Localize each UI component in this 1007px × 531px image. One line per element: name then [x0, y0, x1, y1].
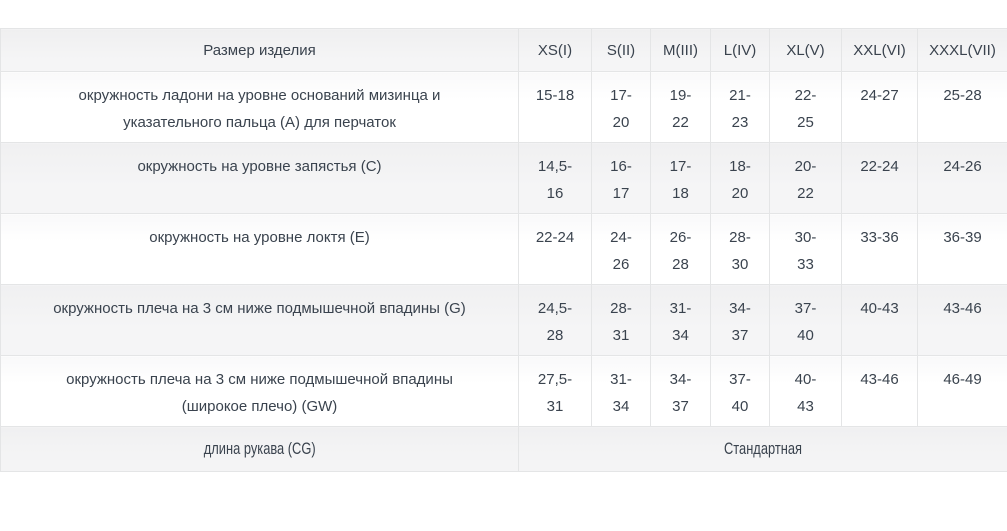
size-value-cell: 21- 23 — [711, 72, 770, 143]
size-value-cell: 31- 34 — [592, 356, 651, 427]
sleeve-length-value-cell: Стандартная — [519, 427, 1007, 472]
size-value-cell: 22-24 — [519, 214, 592, 285]
sleeve-length-label: длина рукава (CG) — [204, 440, 316, 459]
size-column-header-l: L(IV) — [711, 29, 770, 72]
size-value-cell: 15-18 — [519, 72, 592, 143]
table-row-shoulder-wide: окружность плеча на 3 см ниже подмышечно… — [1, 356, 1007, 427]
measurement-label: окружность на уровне локтя (E) — [1, 214, 519, 285]
table-row-elbow: окружность на уровне локтя (E) 22-24 24-… — [1, 214, 1007, 285]
size-value-cell: 27,5- 31 — [519, 356, 592, 427]
size-value-cell: 34- 37 — [711, 285, 770, 356]
measurement-label: окружность плеча на 3 см ниже подмышечно… — [1, 356, 519, 427]
size-value-cell: 31- 34 — [651, 285, 711, 356]
size-value-cell: 18- 20 — [711, 143, 770, 214]
sleeve-length-label-cell: длина рукава (CG) — [1, 427, 519, 472]
size-value-cell: 19- 22 — [651, 72, 711, 143]
table-header-row: Размер изделия XS(I) S(II) M(III) L(IV) … — [1, 29, 1007, 72]
measurement-label: окружность плеча на 3 см ниже подмышечно… — [1, 285, 519, 356]
size-column-header-xxxl: XXXL(VII) — [918, 29, 1007, 72]
size-value-cell: 24- 26 — [592, 214, 651, 285]
size-value-cell: 37- 40 — [770, 285, 842, 356]
size-value-cell: 40- 43 — [770, 356, 842, 427]
product-size-header: Размер изделия — [1, 29, 519, 72]
size-value-cell: 20- 22 — [770, 143, 842, 214]
size-value-cell: 43-46 — [918, 285, 1007, 356]
measurement-label: окружность ладони на уровне оснований ми… — [1, 72, 519, 143]
size-value-cell: 30- 33 — [770, 214, 842, 285]
size-value-cell: 26- 28 — [651, 214, 711, 285]
measurement-label: окружность на уровне запястья (C) — [1, 143, 519, 214]
size-chart-table: Размер изделия XS(I) S(II) M(III) L(IV) … — [0, 28, 1007, 472]
size-value-cell: 28- 31 — [592, 285, 651, 356]
size-value-cell: 22-24 — [842, 143, 918, 214]
size-value-cell: 43-46 — [842, 356, 918, 427]
size-column-header-xl: XL(V) — [770, 29, 842, 72]
size-column-header-xs: XS(I) — [519, 29, 592, 72]
size-value-cell: 25-28 — [918, 72, 1007, 143]
size-value-cell: 28- 30 — [711, 214, 770, 285]
size-value-cell: 34- 37 — [651, 356, 711, 427]
size-value-cell: 17- 20 — [592, 72, 651, 143]
sleeve-length-value: Стандартная — [724, 440, 802, 459]
size-value-cell: 16- 17 — [592, 143, 651, 214]
size-value-cell: 24-26 — [918, 143, 1007, 214]
size-value-cell: 24-27 — [842, 72, 918, 143]
size-value-cell: 33-36 — [842, 214, 918, 285]
size-column-header-s: S(II) — [592, 29, 651, 72]
size-value-cell: 36-39 — [918, 214, 1007, 285]
table-row-wrist: окружность на уровне запястья (C) 14,5- … — [1, 143, 1007, 214]
table-row-sleeve-length: длина рукава (CG) Стандартная — [1, 427, 1007, 472]
size-column-header-xxl: XXL(VI) — [842, 29, 918, 72]
size-column-header-m: M(III) — [651, 29, 711, 72]
size-value-cell: 37- 40 — [711, 356, 770, 427]
size-value-cell: 40-43 — [842, 285, 918, 356]
size-value-cell: 24,5- 28 — [519, 285, 592, 356]
size-value-cell: 22- 25 — [770, 72, 842, 143]
size-value-cell: 46-49 — [918, 356, 1007, 427]
table-row-palm: окружность ладони на уровне оснований ми… — [1, 72, 1007, 143]
size-value-cell: 14,5- 16 — [519, 143, 592, 214]
table-row-shoulder: окружность плеча на 3 см ниже подмышечно… — [1, 285, 1007, 356]
size-value-cell: 17- 18 — [651, 143, 711, 214]
